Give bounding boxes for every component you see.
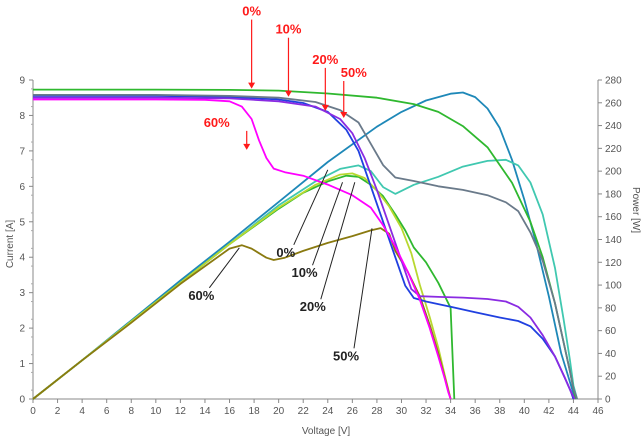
x-tick-label: 8 <box>128 406 134 417</box>
y2-tick-label: 20 <box>605 372 617 383</box>
current-curve-60pct <box>33 98 452 400</box>
x-tick-label: 42 <box>543 406 555 417</box>
y2-tick-label: 180 <box>605 189 622 200</box>
x-tick-label: 2 <box>55 406 61 417</box>
x-tick-label: 44 <box>568 406 580 417</box>
y2-tick-label: 100 <box>605 281 622 292</box>
annotation-label: 60% <box>188 288 214 303</box>
power-curve-0pct <box>32 91 577 400</box>
x-tick-label: 24 <box>322 406 334 417</box>
x-tick-label: 26 <box>347 406 359 417</box>
axes: 0 2 4 6 8 10 12 14 16 18 20 22 24 26 28 30 32 34 36 38 40 42 4… <box>19 76 622 418</box>
power-curve-60pct <box>32 227 452 400</box>
current-curve-50pct <box>33 96 576 400</box>
x-tick-label: 46 <box>592 406 604 417</box>
annotation-arrowhead <box>248 82 256 89</box>
y2-tick-label: 160 <box>605 212 622 223</box>
annotation-arrow <box>312 182 343 266</box>
annotation-arrowhead <box>321 104 329 111</box>
y-tick-label: 0 <box>19 395 25 406</box>
x-tick-label: 36 <box>470 406 482 417</box>
x-tick-label: 22 <box>298 406 310 417</box>
annotation-label: 0% <box>242 4 261 19</box>
x-tick-label: 18 <box>249 406 261 417</box>
y-tick-label: 5 <box>19 217 25 228</box>
annotation-arrow <box>293 169 329 246</box>
x-tick-label: 34 <box>445 406 457 417</box>
x-tick-label: 40 <box>519 406 531 417</box>
y2-tick-label: 120 <box>605 258 622 269</box>
current-curve-20pct <box>33 94 578 400</box>
y2-axis-title: Power [W] <box>630 187 641 233</box>
annotation-label: 10% <box>275 22 301 37</box>
y-tick-label: 6 <box>19 182 25 193</box>
y-tick-label: 7 <box>19 146 25 157</box>
power-curve-50pct <box>32 172 452 400</box>
y-tick-label: 9 <box>19 76 25 87</box>
y-axis-title: Current [A] <box>5 220 16 269</box>
y-tick-label: 4 <box>19 253 25 264</box>
annotation-label: 50% <box>341 65 367 80</box>
annotation-arrowhead <box>284 90 292 97</box>
y-tick-label: 8 <box>19 111 25 122</box>
y-tick-label: 1 <box>19 359 25 370</box>
y2-tick-label: 140 <box>605 235 622 246</box>
annotation-arrowhead <box>243 143 251 150</box>
y2-tick-label: 60 <box>605 326 617 337</box>
y2-tick-label: 240 <box>605 121 622 132</box>
x-tick-label: 28 <box>371 406 383 417</box>
y2-tick-label: 200 <box>605 167 622 178</box>
x-tick-label: 0 <box>30 406 36 417</box>
y2-tick-label: 260 <box>605 98 622 109</box>
x-tick-label: 14 <box>199 406 211 417</box>
curves <box>32 88 578 400</box>
y2-tick-label: 40 <box>605 349 617 360</box>
annotation-arrow <box>320 182 356 300</box>
x-tick-label: 30 <box>396 406 408 417</box>
x-tick-label: 10 <box>150 406 162 417</box>
annotation-label: 50% <box>333 348 359 363</box>
current-curve-0pct <box>33 88 577 400</box>
y-tick-label: 3 <box>19 288 25 299</box>
annotation-label: 60% <box>204 115 230 130</box>
annotation-label: 20% <box>300 299 326 314</box>
y-tick-label: 2 <box>19 324 25 335</box>
x-tick-label: 38 <box>494 406 506 417</box>
annotations: 0%10%20%50%60%0%10%20%50%60% <box>188 4 373 363</box>
y2-tick-label: 0 <box>605 395 611 406</box>
x-tick-label: 12 <box>175 406 187 417</box>
current-curve-10pct <box>33 95 575 400</box>
annotation-label: 20% <box>312 52 338 67</box>
x-axis-title: Voltage [V] <box>302 426 351 437</box>
annotation-arrow <box>208 247 240 289</box>
y2-tick-label: 80 <box>605 303 617 314</box>
annotation-arrowhead <box>340 111 348 118</box>
annotation-arrow <box>353 228 373 349</box>
x-tick-label: 6 <box>104 406 110 417</box>
annotation-label: 10% <box>292 265 318 280</box>
x-tick-label: 4 <box>79 406 85 417</box>
y2-tick-label: 280 <box>605 76 622 87</box>
x-tick-label: 20 <box>273 406 285 417</box>
x-tick-label: 32 <box>420 406 432 417</box>
annotation-label: 0% <box>276 245 295 260</box>
y2-tick-label: 220 <box>605 144 622 155</box>
x-tick-label: 16 <box>224 406 236 417</box>
